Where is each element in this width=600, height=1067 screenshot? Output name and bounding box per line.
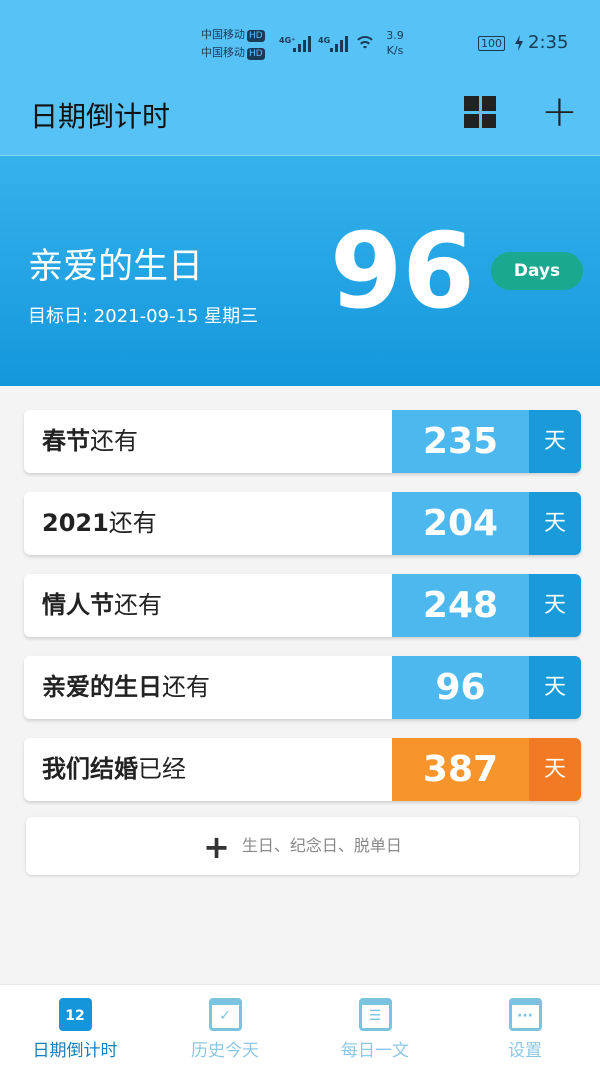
network-speed: 3.9 K/s	[382, 28, 408, 58]
charging-icon	[515, 35, 523, 51]
status-bar: 中国移动 HD 中国移动 HD 4G⁺ 4G 3.9 K/s 100 2:35	[0, 26, 600, 66]
event-days-unit: 天	[529, 738, 581, 801]
signal-icon-2: 4G	[318, 34, 358, 54]
featured-target-date: 目标日: 2021-09-15 星期三	[28, 306, 259, 327]
network-type-2: 4G	[318, 36, 331, 45]
event-suffix: 还有	[114, 591, 162, 619]
calendar-12-icon: 12	[58, 998, 92, 1031]
tab-label: 设置	[508, 1041, 542, 1061]
tab-settings[interactable]: ··· 设置	[450, 985, 600, 1067]
event-name: 亲爱的生日	[42, 673, 162, 701]
carrier-2: 中国移动	[201, 46, 245, 59]
event-name: 2021	[42, 509, 109, 537]
clock: 2:35	[528, 32, 569, 53]
event-days-count: 248	[392, 574, 529, 637]
event-label: 亲爱的生日还有	[42, 656, 210, 719]
bottom-tab-bar: 12 日期倒计时 ✓ 历史今天 ☰ 每日一文 ··· 设置	[0, 984, 600, 1067]
battery-icon: 100	[478, 36, 505, 51]
event-suffix: 还有	[108, 509, 157, 537]
event-name: 情人节	[42, 591, 114, 619]
featured-days-count: 96	[330, 210, 475, 332]
event-days-count: 387	[392, 738, 529, 801]
tab-daily-article[interactable]: ☰ 每日一文	[300, 985, 450, 1067]
add-event-label: 生日、纪念日、脱单日	[241, 836, 402, 855]
page-title: 日期倒计时	[30, 100, 171, 133]
grid-icon[interactable]	[464, 96, 496, 128]
event-days-count: 235	[392, 410, 529, 473]
event-days-unit: 天	[529, 492, 581, 555]
calendar-dots-icon: ···	[508, 998, 542, 1031]
event-row[interactable]: 春节还有 235 天	[24, 410, 581, 473]
event-days-count: 96	[392, 656, 529, 719]
speed-value: 3.9	[386, 29, 404, 42]
event-label: 情人节还有	[42, 574, 162, 637]
tab-countdown[interactable]: 12 日期倒计时	[0, 985, 150, 1067]
hd-badge: HD	[247, 30, 265, 42]
featured-countdown[interactable]: 亲爱的生日 目标日: 2021-09-15 星期三 96 Days	[0, 155, 600, 386]
plus-icon[interactable]: +	[541, 86, 578, 137]
tab-history-today[interactable]: ✓ 历史今天	[150, 985, 300, 1067]
event-row[interactable]: 情人节还有 248 天	[24, 574, 581, 637]
plus-icon: +	[203, 827, 230, 866]
event-days-count: 204	[392, 492, 529, 555]
event-days-unit: 天	[529, 574, 581, 637]
event-days-unit: 天	[529, 410, 581, 473]
app-header: 中国移动 HD 中国移动 HD 4G⁺ 4G 3.9 K/s 100 2:35 日期倒…	[0, 0, 600, 155]
speed-unit: K/s	[386, 44, 404, 57]
add-event-button[interactable]: + 生日、纪念日、脱单日	[26, 817, 579, 875]
tab-label: 每日一文	[341, 1041, 409, 1061]
carrier-info: 中国移动 HD 中国移动 HD	[201, 26, 265, 62]
event-row[interactable]: 亲爱的生日还有 96 天	[24, 656, 581, 719]
wifi-icon	[354, 34, 376, 52]
tab-label: 历史今天	[191, 1041, 259, 1061]
event-label: 我们结婚已经	[42, 738, 186, 801]
event-suffix: 还有	[162, 673, 210, 701]
event-row[interactable]: 2021还有 204 天	[24, 492, 581, 555]
event-row[interactable]: 我们结婚已经 387 天	[24, 738, 581, 801]
days-badge: Days	[491, 252, 583, 290]
network-type-1: 4G⁺	[279, 36, 296, 45]
event-name: 春节	[42, 427, 90, 455]
carrier-1: 中国移动	[201, 28, 245, 41]
calendar-lines-icon: ☰	[358, 998, 392, 1031]
calendar-check-icon: ✓	[208, 998, 242, 1031]
hd-badge: HD	[247, 48, 265, 60]
event-label: 2021还有	[42, 492, 157, 555]
event-suffix: 还有	[90, 427, 138, 455]
signal-icon: 4G⁺	[279, 34, 319, 54]
event-days-unit: 天	[529, 656, 581, 719]
event-name: 我们结婚	[42, 755, 138, 783]
featured-event-name: 亲爱的生日	[28, 247, 204, 287]
event-suffix: 已经	[138, 755, 186, 783]
tab-label: 日期倒计时	[32, 1041, 118, 1061]
event-label: 春节还有	[42, 410, 138, 473]
